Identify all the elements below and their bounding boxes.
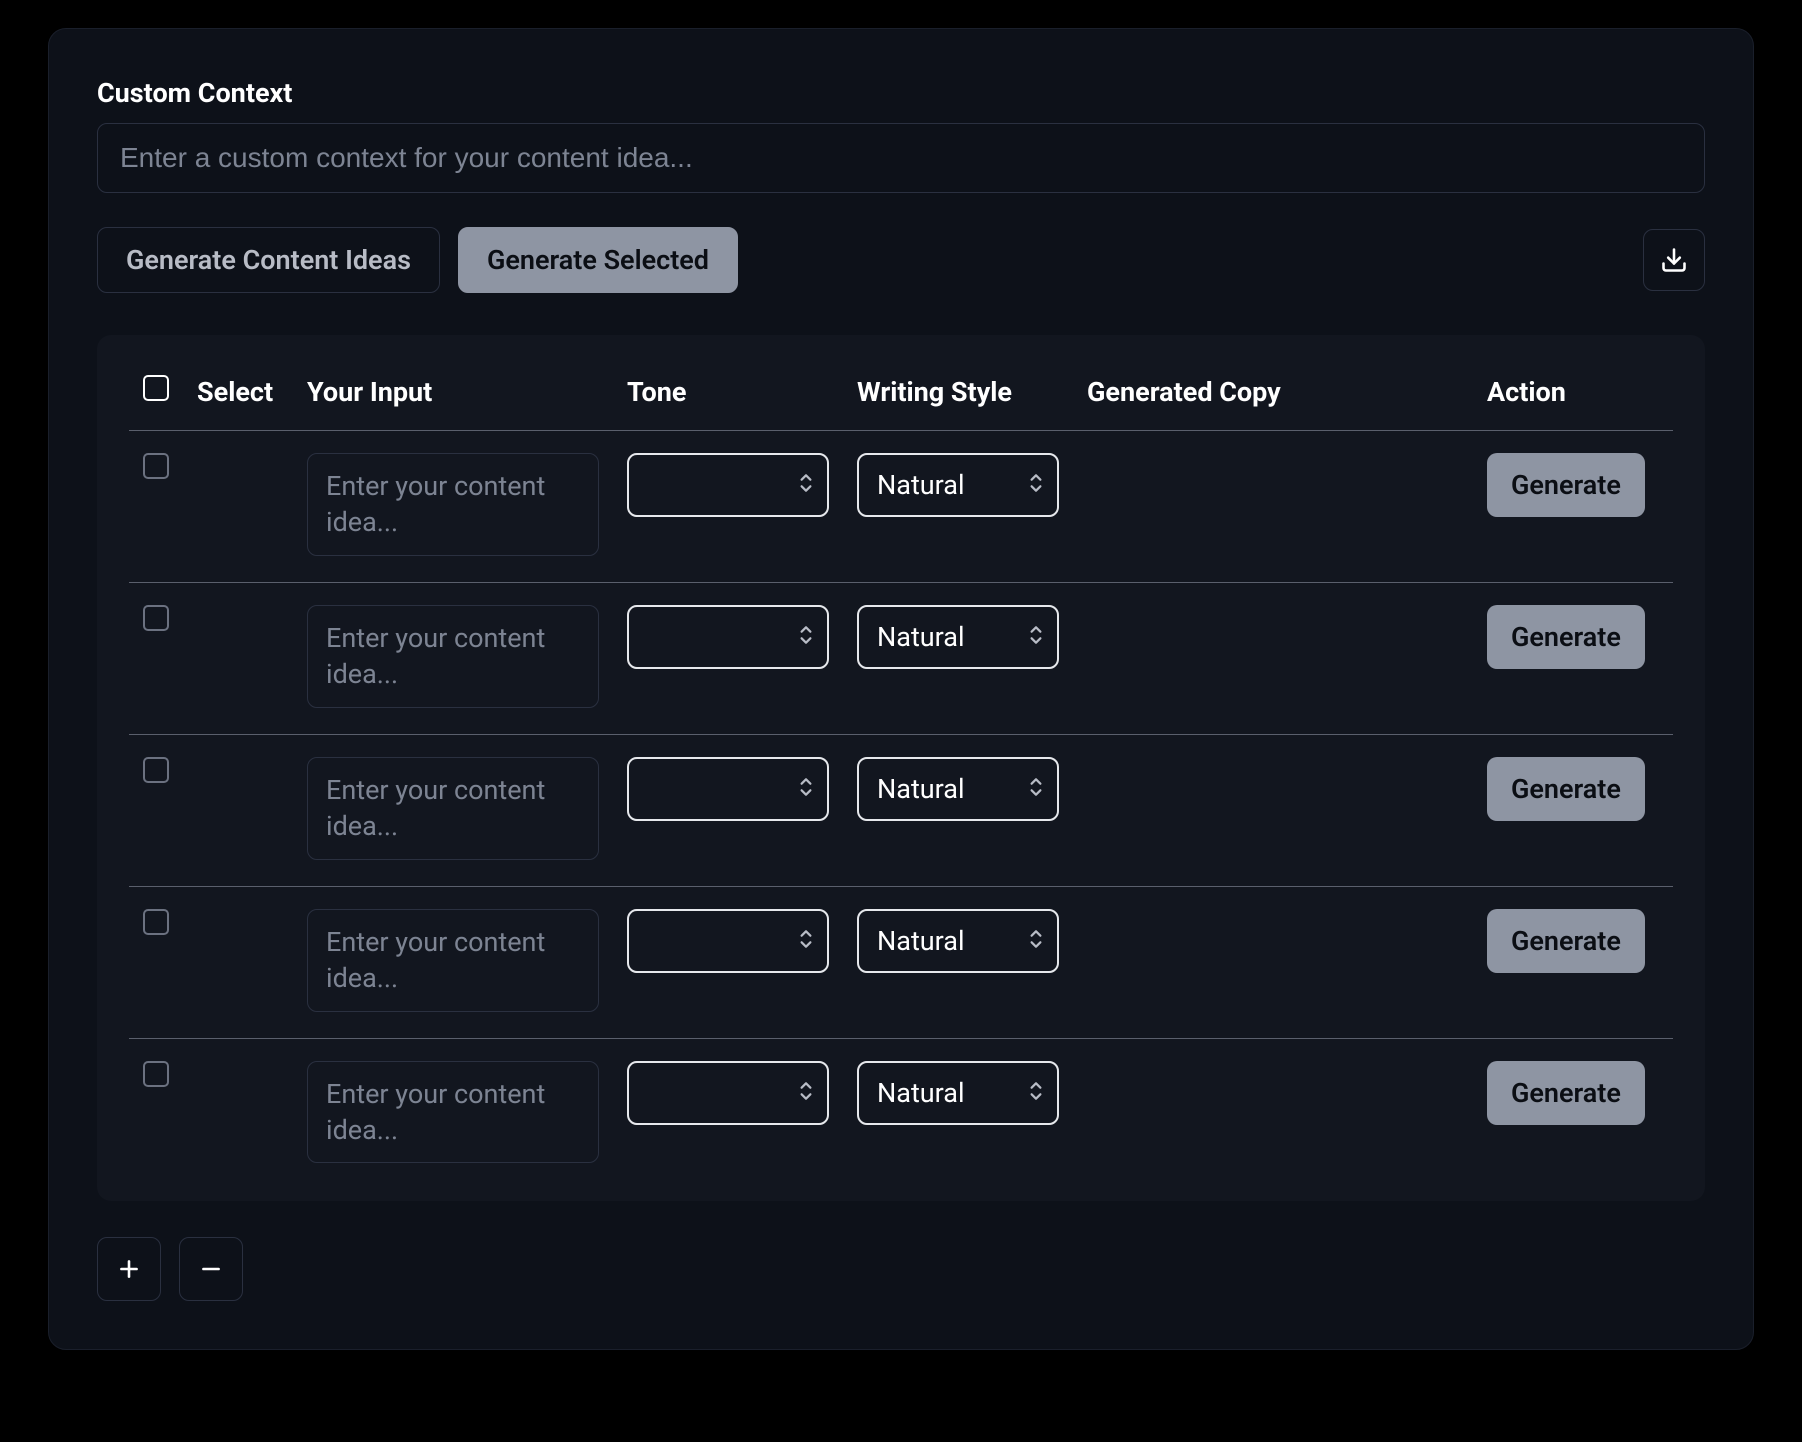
main-card: Custom Context Generate Content Ideas Ge…: [48, 28, 1754, 1350]
download-icon: [1660, 246, 1688, 274]
writing-style-select[interactable]: Natural: [857, 453, 1059, 517]
plus-icon: [116, 1256, 142, 1282]
generated-copy-cell: [1073, 582, 1473, 734]
content-idea-input[interactable]: [307, 453, 599, 556]
tone-select[interactable]: [627, 453, 829, 517]
table-row: Natural Generate: [129, 582, 1673, 734]
tone-select[interactable]: [627, 1061, 829, 1125]
generate-row-button[interactable]: Generate: [1487, 757, 1645, 821]
writing-style-select[interactable]: Natural: [857, 605, 1059, 669]
generate-row-button[interactable]: Generate: [1487, 605, 1645, 669]
action-button-row: Generate Content Ideas Generate Selected: [97, 227, 1705, 293]
table-row: Natural Generate: [129, 1038, 1673, 1189]
col-generated-copy: Generated Copy: [1073, 363, 1473, 431]
table-header-row: Select Your Input Tone Writing Style Gen…: [129, 363, 1673, 431]
writing-style-select[interactable]: Natural: [857, 1061, 1059, 1125]
row-checkbox[interactable]: [143, 453, 169, 479]
generate-content-ideas-button[interactable]: Generate Content Ideas: [97, 227, 440, 293]
context-input[interactable]: [97, 123, 1705, 193]
tone-select[interactable]: [627, 909, 829, 973]
select-all-checkbox[interactable]: [143, 375, 169, 401]
col-your-input: Your Input: [293, 363, 613, 431]
writing-style-value: Natural: [877, 1077, 965, 1109]
content-table: Select Your Input Tone Writing Style Gen…: [129, 363, 1673, 1189]
row-controls: [97, 1237, 1705, 1301]
col-action: Action: [1473, 363, 1673, 431]
context-label: Custom Context: [97, 77, 1705, 109]
minus-icon: [198, 1256, 224, 1282]
writing-style-value: Natural: [877, 773, 965, 805]
col-select: Select: [183, 363, 293, 431]
row-checkbox[interactable]: [143, 757, 169, 783]
tone-select[interactable]: [627, 605, 829, 669]
add-row-button[interactable]: [97, 1237, 161, 1301]
table-row: Natural Generate: [129, 431, 1673, 583]
download-button[interactable]: [1643, 229, 1705, 291]
generate-row-button[interactable]: Generate: [1487, 453, 1645, 517]
generate-row-button[interactable]: Generate: [1487, 909, 1645, 973]
content-idea-input[interactable]: [307, 909, 599, 1012]
generated-copy-cell: [1073, 431, 1473, 583]
writing-style-select[interactable]: Natural: [857, 757, 1059, 821]
row-checkbox[interactable]: [143, 605, 169, 631]
writing-style-value: Natural: [877, 621, 965, 653]
generate-selected-button[interactable]: Generate Selected: [458, 227, 738, 293]
content-idea-input[interactable]: [307, 605, 599, 708]
generate-row-button[interactable]: Generate: [1487, 1061, 1645, 1125]
col-tone: Tone: [613, 363, 843, 431]
table-row: Natural Generate: [129, 734, 1673, 886]
row-checkbox[interactable]: [143, 1061, 169, 1087]
table-row: Natural Generate: [129, 886, 1673, 1038]
tone-select[interactable]: [627, 757, 829, 821]
generated-copy-cell: [1073, 734, 1473, 886]
row-checkbox[interactable]: [143, 909, 169, 935]
col-writing-style: Writing Style: [843, 363, 1073, 431]
content-idea-input[interactable]: [307, 757, 599, 860]
generated-copy-cell: [1073, 1038, 1473, 1189]
remove-row-button[interactable]: [179, 1237, 243, 1301]
content-table-card: Select Your Input Tone Writing Style Gen…: [97, 335, 1705, 1201]
generated-copy-cell: [1073, 886, 1473, 1038]
writing-style-value: Natural: [877, 469, 965, 501]
writing-style-value: Natural: [877, 925, 965, 957]
content-idea-input[interactable]: [307, 1061, 599, 1164]
writing-style-select[interactable]: Natural: [857, 909, 1059, 973]
